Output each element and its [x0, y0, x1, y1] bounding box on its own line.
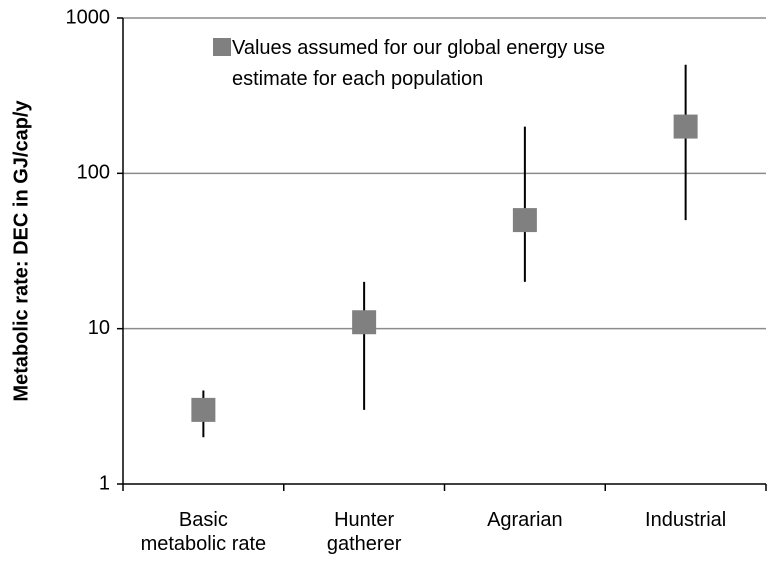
x-tick-label: Industrial: [645, 509, 727, 531]
legend-label: Values assumed for our global energy use…: [232, 37, 606, 90]
y-tick-label: 100: [77, 162, 110, 184]
y-tick-label: 10: [88, 317, 110, 339]
y-axis-title: Metabolic rate: DEC in GJ/cap/y: [10, 100, 32, 402]
x-tick-label: Basic metabolic rate: [140, 509, 267, 555]
y-tick-label: 1000: [66, 6, 111, 28]
marker: [191, 397, 216, 422]
marker: [512, 208, 537, 233]
x-tick-label: Hunter gatherer: [326, 509, 402, 555]
legend-marker: [213, 38, 231, 56]
marker: [352, 310, 377, 335]
marker: [673, 114, 698, 139]
y-tick-label: 1: [99, 472, 110, 494]
x-tick-label: Agrarian: [487, 509, 563, 531]
